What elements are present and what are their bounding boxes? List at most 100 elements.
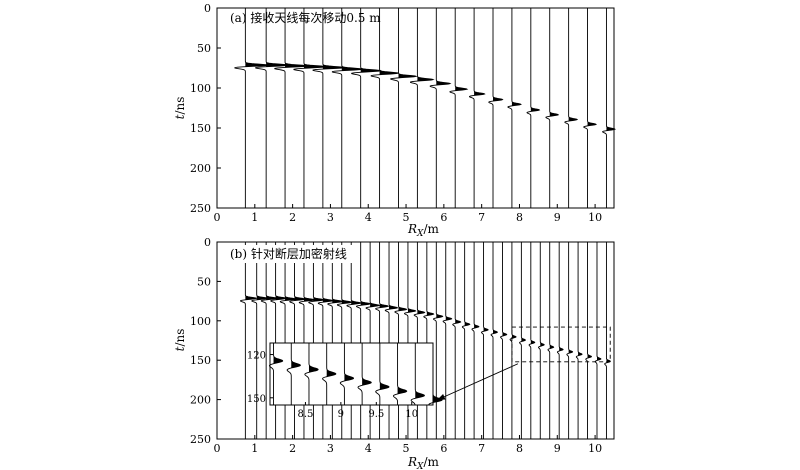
trace-b-31	[528, 242, 536, 439]
x-tick-label-b-4: 4	[365, 442, 372, 455]
inset-trace-4	[322, 343, 337, 405]
trace-a-1	[234, 8, 270, 208]
trace-b-17	[394, 242, 408, 439]
y-tick-label-b-2: 100	[190, 315, 211, 328]
trace-a-20	[602, 8, 616, 208]
trace-b-24	[461, 242, 471, 439]
trace-b-4	[270, 242, 288, 439]
x-tick-label-a-4: 4	[365, 211, 372, 224]
inset-trace-3	[304, 343, 319, 405]
inset-traces	[268, 343, 443, 406]
panel-b-inset-arrow	[436, 363, 519, 401]
trace-a-7	[351, 8, 382, 208]
trace-a-15	[507, 8, 522, 208]
x-tick-label-b-2: 2	[289, 442, 296, 455]
inset-y-tick-label-0: 120	[247, 351, 266, 362]
trace-b-8	[308, 242, 325, 439]
trace-a-16	[526, 8, 541, 208]
inset-x-ticks: 8.5 9 9.5 10	[297, 402, 418, 420]
inset-trace-6	[357, 343, 372, 405]
trace-b-14	[365, 242, 381, 439]
trace-b-19	[413, 242, 426, 439]
trace-b-27	[490, 242, 499, 439]
trace-a-9	[390, 8, 418, 208]
panel-b-inset: 8.5 9 9.5 10 120 150	[247, 342, 443, 420]
x-tick-label-a-7: 7	[478, 211, 485, 224]
trace-a-8	[370, 8, 399, 208]
x-tick-label-b-0: 0	[214, 442, 221, 455]
y-tick-label-b-0: 0	[204, 236, 211, 249]
x-tick-label-b-3: 3	[327, 442, 334, 455]
trace-b-15	[375, 242, 390, 439]
trace-b-10	[327, 242, 344, 439]
trace-b-36	[575, 242, 583, 439]
trace-b-39	[604, 242, 611, 439]
y-tick-label-a-1: 50	[197, 42, 211, 55]
panel-a-y-label-main: t	[173, 114, 187, 119]
trace-a-5	[312, 8, 346, 208]
trace-a-14	[488, 8, 504, 208]
y-tick-label-a-0: 0	[204, 2, 211, 15]
panel-a-x-axis-label: RX/m	[407, 222, 440, 239]
panel-a-y-label-unit: /ns	[173, 97, 187, 115]
trace-b-29	[509, 242, 517, 439]
trace-a-12	[449, 8, 469, 208]
panel-a-y-ticks: 0 50 100 150 200 250	[190, 2, 221, 215]
trace-a-10	[410, 8, 435, 208]
y-tick-label-a-5: 250	[190, 202, 211, 215]
panel-b: 0 1 2 3 4 5 6 7 8 9 10 0 50 100 150 200 250 (b) 针对断层加密射…	[173, 236, 615, 470]
panel-a-x-label-unit: /m	[423, 222, 439, 236]
trace-b-25	[471, 242, 480, 439]
x-tick-label-a-5: 5	[403, 211, 410, 224]
trace-a-13	[469, 8, 486, 208]
y-tick-label-a-4: 200	[190, 162, 211, 175]
x-tick-label-b-5: 5	[403, 442, 410, 455]
trace-b-7	[298, 242, 316, 439]
y-tick-label-a-3: 150	[190, 122, 211, 135]
trace-b-3	[260, 242, 279, 439]
inset-trace-5	[339, 343, 355, 405]
y-tick-label-b-4: 200	[190, 394, 211, 407]
trace-b-16	[384, 242, 399, 439]
panel-b-y-label-unit: /ns	[173, 329, 187, 347]
panel-a-x-label-sub: X	[416, 229, 424, 239]
trace-b-34	[556, 242, 564, 439]
x-tick-label-b-10: 10	[588, 442, 602, 455]
x-tick-label-a-6: 6	[440, 211, 447, 224]
panel-b-x-label-unit: /m	[423, 455, 439, 469]
inset-trace-1	[268, 343, 284, 405]
inset-trace-9-fill	[415, 384, 425, 405]
trace-b-23	[452, 242, 462, 439]
inset-trace-7	[375, 343, 390, 405]
inset-x-tick-label-3: 10	[405, 409, 418, 420]
trace-a-4	[293, 8, 327, 208]
inset-x-tick-label-0: 8.5	[297, 409, 313, 420]
x-tick-label-a-3: 3	[327, 211, 334, 224]
trace-b-18	[404, 242, 417, 439]
trace-a-18	[564, 8, 579, 208]
panel-b-x-label-sub: X	[416, 462, 424, 470]
inset-trace-9	[410, 343, 425, 406]
trace-b-33	[547, 242, 555, 439]
trace-b-35	[566, 242, 574, 439]
y-tick-label-a-2: 100	[190, 82, 211, 95]
x-tick-label-a-8: 8	[516, 211, 523, 224]
panel-b-x-axis-label: RX/m	[407, 455, 440, 470]
trace-b-1	[240, 242, 258, 439]
trace-a-17	[545, 8, 560, 208]
x-tick-label-b-7: 7	[478, 442, 485, 455]
x-tick-label-b-8: 8	[516, 442, 523, 455]
inset-frame	[269, 342, 434, 406]
x-tick-label-a-2: 2	[289, 211, 296, 224]
panel-a-label: (a) 接收天线每次移动0.5 m	[230, 10, 381, 25]
trace-b-5	[279, 242, 297, 439]
y-tick-label-b-1: 50	[197, 275, 211, 288]
panel-a-x-label-main: R	[407, 222, 417, 236]
panel-b-y-ticks: 0 50 100 150 200 250	[190, 236, 221, 446]
y-tick-label-b-5: 250	[190, 433, 211, 446]
x-tick-label-a-9: 9	[554, 211, 561, 224]
trace-b-30	[519, 242, 527, 439]
x-tick-label-b-9: 9	[554, 442, 561, 455]
panel-a-x-ticks: 0 1 2 3 4 5 6 7 8 9 10	[214, 204, 602, 224]
